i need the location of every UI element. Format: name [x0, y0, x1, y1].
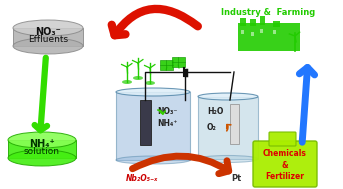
Polygon shape — [8, 140, 76, 158]
Ellipse shape — [116, 88, 190, 96]
Text: Pt: Pt — [231, 174, 241, 183]
Text: NO₃⁻: NO₃⁻ — [157, 106, 177, 115]
Bar — [140, 100, 151, 145]
Bar — [230, 104, 239, 144]
Text: solution: solution — [24, 146, 60, 156]
Bar — [241, 30, 244, 34]
Text: Chemicals
&
Fertilizer: Chemicals & Fertilizer — [263, 149, 307, 181]
Ellipse shape — [145, 81, 155, 85]
Ellipse shape — [116, 156, 190, 164]
Ellipse shape — [198, 93, 258, 100]
Bar — [172, 57, 185, 67]
Ellipse shape — [13, 20, 83, 36]
Text: Industry &  Farming: Industry & Farming — [221, 8, 315, 17]
Text: H₂O: H₂O — [207, 106, 223, 115]
Ellipse shape — [122, 80, 132, 84]
Polygon shape — [13, 28, 83, 46]
Bar — [273, 21, 280, 27]
Text: O₂: O₂ — [207, 123, 217, 132]
Bar — [160, 60, 173, 70]
Text: Nb₂O₅₋ₓ: Nb₂O₅₋ₓ — [126, 174, 158, 183]
Ellipse shape — [133, 76, 143, 80]
Text: NO₃⁻: NO₃⁻ — [35, 27, 61, 37]
Bar — [250, 19, 256, 26]
Bar — [238, 23, 300, 51]
Bar — [240, 18, 246, 26]
Bar — [260, 29, 263, 33]
Text: NH₄⁺: NH₄⁺ — [157, 119, 177, 128]
Ellipse shape — [8, 150, 76, 166]
Text: Effluents: Effluents — [28, 35, 68, 43]
Text: NH₄⁺: NH₄⁺ — [29, 139, 55, 149]
FancyBboxPatch shape — [253, 141, 317, 187]
Bar — [273, 30, 276, 34]
Ellipse shape — [198, 156, 258, 163]
Ellipse shape — [8, 132, 76, 148]
FancyBboxPatch shape — [269, 132, 296, 146]
Ellipse shape — [13, 38, 83, 54]
Bar — [251, 32, 254, 36]
Polygon shape — [116, 92, 190, 160]
Polygon shape — [198, 97, 258, 159]
Bar — [260, 16, 265, 25]
